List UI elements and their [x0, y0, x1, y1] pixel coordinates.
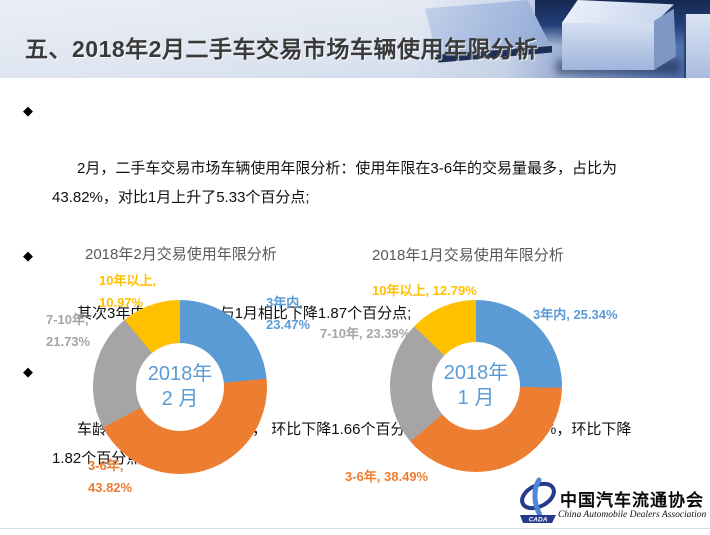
cada-emblem-text: CADA — [529, 517, 548, 524]
diamond-bullet-icon: ◆ — [23, 364, 33, 379]
diamond-bullet-icon: ◆ — [23, 103, 33, 118]
bullet-text: 2月，二手车交易市场车辆使用年限分析：使用年限在3-6年的交易量最多，占比为 4… — [52, 160, 618, 206]
cada-association-logo: CADA 中国汽车流通协会 China Automobile Dealers A… — [516, 474, 710, 530]
donut-ring: 2018年 1 月 — [390, 300, 562, 472]
slide-bottom-divider — [0, 528, 710, 529]
org-name-english: China Automobile Dealers Association — [558, 510, 707, 520]
data-label-over10yr: 10年以上, 10.97% — [99, 273, 157, 310]
donut-chart-jan-2018: 2018年1月交易使用年限分析 2018年 1 月 3年内, 25.34% 3-… — [300, 240, 710, 535]
bullet-item: ◆ 2月，二手车交易市场车辆使用年限分析：使用年限在3-6年的交易量最多，占比为… — [0, 96, 692, 241]
org-name-chinese: 中国汽车流通协会 — [560, 491, 704, 510]
data-label-3yr: 3年内, 25.34% — [533, 307, 618, 322]
slide-title: 五、2018年2月二手车交易市场车辆使用年限分析 — [25, 36, 538, 62]
donut-center-label: 2018年 2 月 — [147, 363, 213, 410]
data-label-3-6yr: 3-6年, 43.82% — [88, 458, 133, 495]
chart-title: 2018年1月交易使用年限分析 — [372, 247, 564, 264]
donut-hole: 2018年 1 月 — [432, 342, 520, 430]
cube-shape — [562, 0, 674, 24]
data-label-7-10yr: 7-10年, 23.39% — [320, 326, 411, 341]
donut-center-label: 2018年 1 月 — [443, 362, 509, 409]
donut-ring: 2018年 2 月 — [93, 300, 267, 474]
header-cubes-artwork — [420, 0, 710, 78]
donut-hole: 2018年 2 月 — [136, 343, 224, 431]
chart-title: 2018年2月交易使用年限分析 — [85, 246, 277, 263]
data-label-3yr: 3年内, 23.47% — [266, 295, 311, 332]
cube-shape — [562, 22, 654, 70]
donut-chart-feb-2018: 2018年2月交易使用年限分析 2018年 2 月 3年内, 23.47% 3-… — [0, 240, 355, 535]
cube-shape — [684, 14, 710, 78]
data-label-over10yr: 10年以上, 12.79% — [372, 283, 477, 298]
diamond-bullet-icon: ◆ — [23, 248, 33, 263]
cada-emblem-icon: CADA — [520, 477, 556, 524]
data-label-7-10yr: 7-10年, 21.73% — [46, 312, 91, 349]
header-banner: 五、2018年2月二手车交易市场车辆使用年限分析 — [0, 0, 710, 78]
cube-shape — [654, 8, 676, 70]
data-label-3-6yr: 3-6年, 38.49% — [345, 469, 429, 484]
